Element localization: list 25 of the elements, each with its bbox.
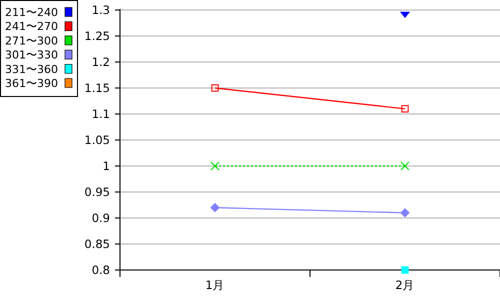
y-tick-label: 1.1 [92,107,110,121]
x-tick-label: 2月 [395,278,415,292]
y-tick-label: 0.8 [92,263,110,277]
point [210,162,220,170]
point [400,208,410,218]
y-tick-label: 1.05 [84,133,110,147]
y-tick-label: 1.2 [92,55,110,69]
legend-label: 361〜390 [5,77,58,90]
legend-label: 271〜300 [5,34,58,48]
legend-label: 211〜240 [5,6,58,19]
legend-label: 241〜270 [5,20,58,34]
y-tick-label: 1 [102,159,110,173]
legend-label: 331〜360 [5,62,58,76]
point [401,105,409,112]
point [400,162,410,170]
y-tick-label: 1.3 [92,3,110,17]
point [210,203,220,212]
y-tick-label: 1.15 [84,81,110,95]
y-tick-label: 0.95 [84,185,110,199]
point [211,84,219,92]
y-tick-label: 0.9 [92,211,110,225]
y-tick-label: 0.85 [84,237,110,251]
y-tick-label: 1.25 [84,29,110,43]
legend-label: 301〜330 [5,48,58,62]
x-tick-label: 1月 [205,278,225,292]
